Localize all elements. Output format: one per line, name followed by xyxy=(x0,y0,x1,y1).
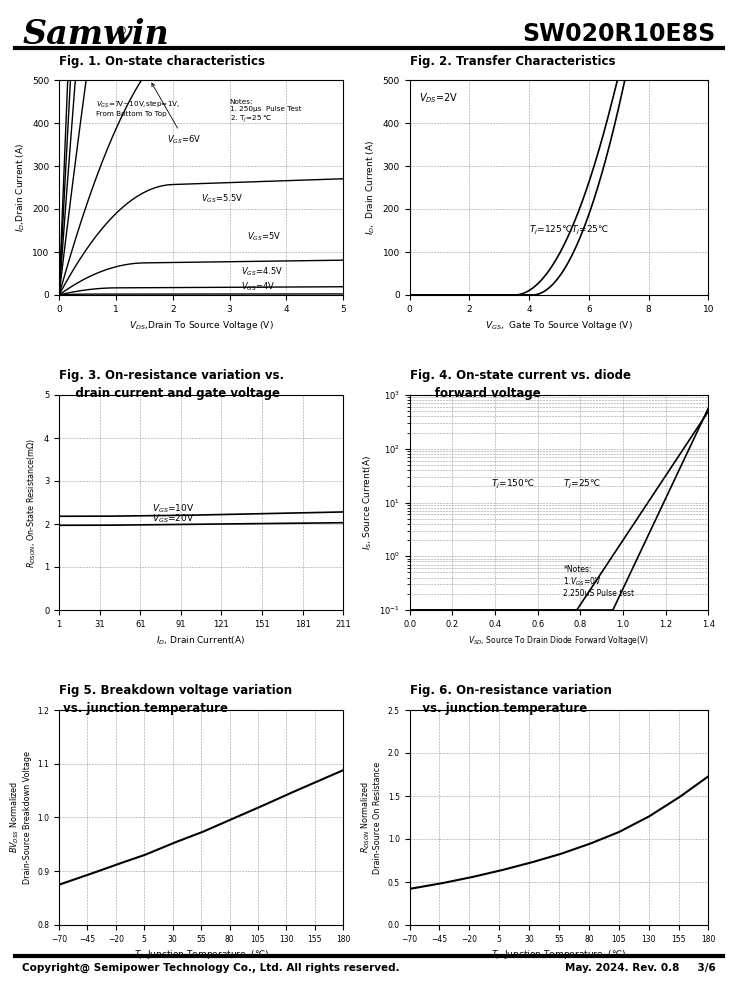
Text: May. 2024. Rev. 0.8     3/6: May. 2024. Rev. 0.8 3/6 xyxy=(565,963,716,973)
Text: Fig. 2. Transfer Characteristics: Fig. 2. Transfer Characteristics xyxy=(410,55,615,68)
Text: drain current and gate voltage: drain current and gate voltage xyxy=(59,387,280,400)
Text: $T_j$=25℃: $T_j$=25℃ xyxy=(571,224,609,237)
Text: $T_j$=25℃: $T_j$=25℃ xyxy=(563,478,601,491)
Text: $V_{DS}$=2V: $V_{DS}$=2V xyxy=(418,92,458,105)
Text: $V_{GS}$=20V: $V_{GS}$=20V xyxy=(152,513,195,525)
Text: Fig. 4. On-state current vs. diode: Fig. 4. On-state current vs. diode xyxy=(410,369,630,382)
Text: ®: ® xyxy=(114,25,127,38)
Text: Fig. 1. On-state characteristics: Fig. 1. On-state characteristics xyxy=(59,55,265,68)
Y-axis label: $R_{DSON}$ Normalized
Drain-Source On Resistance: $R_{DSON}$ Normalized Drain-Source On Re… xyxy=(359,761,382,874)
X-axis label: $T_j$, Junction Temperature  (℃): $T_j$, Junction Temperature (℃) xyxy=(134,949,269,962)
Text: Fig. 6. On-resistance variation: Fig. 6. On-resistance variation xyxy=(410,684,612,697)
Text: $V_{GS}$=7V~10V,step=1V,
From Bottom To Top: $V_{GS}$=7V~10V,step=1V, From Bottom To … xyxy=(96,99,180,117)
X-axis label: $T_j$, Junction Temperature  (℃): $T_j$, Junction Temperature (℃) xyxy=(492,949,627,962)
X-axis label: $I_D$, Drain Current(A): $I_D$, Drain Current(A) xyxy=(156,634,246,647)
X-axis label: $V_{GS}$,  Gate To Source Voltage (V): $V_{GS}$, Gate To Source Voltage (V) xyxy=(485,319,633,332)
Text: Copyright@ Semipower Technology Co., Ltd. All rights reserved.: Copyright@ Semipower Technology Co., Ltd… xyxy=(22,963,400,973)
Text: $V_{GS}$=4.5V: $V_{GS}$=4.5V xyxy=(241,265,283,278)
Y-axis label: $BV_{DSS}$ Normalized
Drain-Source Breakdown Voltage: $BV_{DSS}$ Normalized Drain-Source Break… xyxy=(9,751,32,884)
Text: $V_{GS}$=4V: $V_{GS}$=4V xyxy=(241,281,275,293)
Text: Samwin: Samwin xyxy=(22,17,169,50)
Text: $V_{GS}$=6V: $V_{GS}$=6V xyxy=(152,83,201,146)
Text: Fig 5. Breakdown voltage variation: Fig 5. Breakdown voltage variation xyxy=(59,684,292,697)
Y-axis label: $I_D$,  Drain Current (A): $I_D$, Drain Current (A) xyxy=(365,140,377,235)
Text: forward voltage: forward voltage xyxy=(410,387,540,400)
Text: $V_{GS}$=5.5V: $V_{GS}$=5.5V xyxy=(201,192,244,205)
Y-axis label: $I_S$, Source Current(A): $I_S$, Source Current(A) xyxy=(361,455,373,550)
Text: vs. junction temperature: vs. junction temperature xyxy=(59,702,228,715)
Text: vs. junction temperature: vs. junction temperature xyxy=(410,702,587,715)
Text: $T_j$=125℃: $T_j$=125℃ xyxy=(529,224,573,237)
Text: SW020R10E8S: SW020R10E8S xyxy=(523,22,716,46)
Text: Fig. 3. On-resistance variation vs.: Fig. 3. On-resistance variation vs. xyxy=(59,369,284,382)
Text: $V_{GS}$=10V: $V_{GS}$=10V xyxy=(152,503,195,515)
Y-axis label: $R_{DSON}$, On-State Resistance(m$\Omega$): $R_{DSON}$, On-State Resistance(m$\Omega… xyxy=(26,437,38,568)
Text: $T_j$=150℃: $T_j$=150℃ xyxy=(491,478,534,491)
Text: *Notes:
1.$V_{GS}$=0V
2.250uS Pulse test: *Notes: 1.$V_{GS}$=0V 2.250uS Pulse test xyxy=(563,565,635,598)
X-axis label: $V_{SD}$, Source To Drain Diode Forward Voltage(V): $V_{SD}$, Source To Drain Diode Forward … xyxy=(469,634,649,647)
X-axis label: $V_{DS}$,Drain To Source Voltage (V): $V_{DS}$,Drain To Source Voltage (V) xyxy=(128,319,274,332)
Y-axis label: $I_D$,Drain Current (A): $I_D$,Drain Current (A) xyxy=(14,143,27,232)
Text: $V_{GS}$=5V: $V_{GS}$=5V xyxy=(246,231,281,243)
Text: Notes:
1. 250μs  Pulse Test
2. T$_j$=25 ℃: Notes: 1. 250μs Pulse Test 2. T$_j$=25 ℃ xyxy=(230,99,301,125)
